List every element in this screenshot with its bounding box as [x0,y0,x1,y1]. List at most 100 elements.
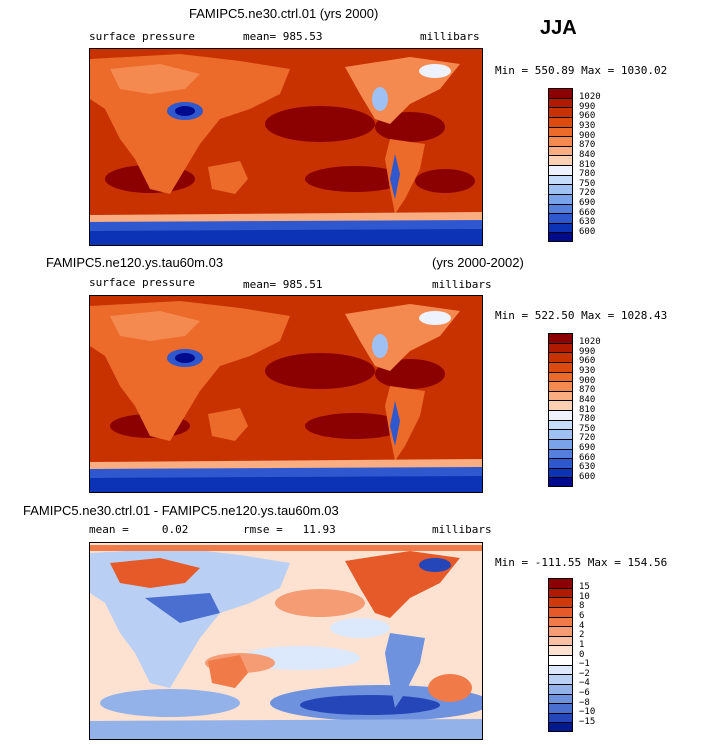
colorbar-swatch [548,333,573,343]
colorbar-tick-label: −4 [579,678,590,689]
panel3-title: FAMIPC5.ne30.ctrl.01 - FAMIPC5.ne120.ys.… [23,503,339,518]
colorbar-swatch [548,213,573,223]
colorbar-swatch [548,184,573,194]
colorbar-swatch [548,400,573,410]
colorbar-tick-label: −10 [579,707,596,718]
season-label: JJA [540,17,577,39]
colorbar-tick-label: 750 [579,423,596,434]
colorbar-tick-label: 990 [579,346,596,357]
colorbar-swatch [548,145,573,156]
colorbar-tick-label: 780 [579,169,596,180]
colorbar-swatch [548,448,573,459]
colorbar-swatch [548,126,573,137]
colorbar-tick-label: 750 [579,178,596,189]
colorbar-tick-label: 6 [579,611,585,621]
panel3-rmse-label: rmse = 11.93 [243,523,336,536]
panel1-mean-label: mean= 985.53 [243,30,323,43]
colorbar-swatch [548,664,573,675]
colorbar-swatch [548,193,573,204]
colorbar-tick-label: −6 [579,688,590,698]
colorbar-swatch [548,419,573,430]
colorbar-swatch [548,116,573,127]
colorbar-swatch [548,635,573,646]
colorbar-swatch [548,626,573,636]
colorbar-tick-label: 1 [579,639,585,650]
panel2-title: FAMIPC5.ne120.ys.tau60m.03 [46,255,224,270]
colorbar-tick-label: 810 [579,159,596,170]
panel1-variable-label: surface pressure [89,30,195,43]
colorbar-tick-label: 15 [579,582,590,593]
colorbar-swatch [548,477,573,487]
colorbar-swatch [548,232,573,242]
panel1-minmax-label: Min = 550.89 Max = 1030.02 [495,64,668,77]
colorbar-tick-label: 870 [579,140,596,151]
colorbar-tick-label: 870 [579,385,596,396]
colorbar-swatch [548,578,573,588]
colorbar-tick-label: 900 [579,375,596,386]
colorbar-tick-label: 990 [579,101,596,112]
colorbar-tick-label: 4 [579,620,585,631]
colorbar-swatch [548,645,573,655]
colorbar-tick-label: 600 [579,471,596,482]
panel2-mean-label: mean= 985.51 [243,278,323,291]
colorbar-tick-label: −8 [579,697,590,708]
colorbar-tick-label: 600 [579,226,596,237]
colorbar-swatch [548,342,573,353]
colorbar-tick-label: 810 [579,404,596,415]
colorbar-swatch [548,616,573,627]
colorbar-swatch [548,693,573,704]
colorbar-tick-label: 930 [579,366,596,376]
colorbar-swatch [548,587,573,598]
colorbar-tick-label: 960 [579,111,596,122]
colorbar-swatch [548,683,573,694]
panel2-map [89,295,483,493]
panel1-title: FAMIPC5.ne30.ctrl.01 (yrs 2000) [189,6,379,21]
colorbar-tick-label: −15 [579,716,596,727]
colorbar-swatch [548,597,573,607]
colorbar-swatch [548,655,573,665]
colorbar-tick-label: 720 [579,188,596,199]
panel2-minmax-label: Min = 522.50 Max = 1028.43 [495,309,668,322]
colorbar-tick-label: 2 [579,630,585,641]
colorbar-swatch [548,390,573,401]
colorbar-swatch [548,361,573,372]
colorbar-swatch [548,703,573,713]
colorbar-tick-label: 630 [579,217,596,228]
colorbar-tick-label: 720 [579,433,596,444]
colorbar-swatch [548,203,573,214]
colorbar-swatch [548,712,573,723]
colorbar-tick-label: 930 [579,121,596,131]
colorbar-swatch [548,97,573,108]
colorbar-tick-label: 900 [579,130,596,141]
panel3-map [89,542,483,740]
colorbar-tick-label: 840 [579,149,596,160]
colorbar-swatch [548,429,573,439]
panel2-units-label: millibars [432,278,492,291]
colorbar-swatch [548,352,573,362]
colorbar-swatch [548,155,573,165]
colorbar-tick-label: −2 [579,668,590,679]
colorbar-tick-label: 1020 [579,92,601,103]
colorbar-swatch [548,371,573,382]
colorbar-swatch [548,222,573,233]
colorbar-swatch [548,458,573,468]
colorbar-tick-label: −1 [579,659,590,670]
colorbar-tick-label: 10 [579,591,590,602]
colorbar-swatch [548,107,573,117]
panel3-minmax-label: Min = -111.55 Max = 154.56 [495,556,668,569]
colorbar-swatch [548,165,573,175]
panel3-units-label: millibars [432,523,492,536]
colorbar-swatch [548,381,573,391]
colorbar-swatch [548,410,573,420]
panel2-variable-label: surface pressure [89,276,195,289]
colorbar-tick-label: 780 [579,414,596,425]
colorbar-swatch [548,438,573,449]
panel1-units-label: millibars [420,30,480,43]
colorbar-swatch [548,722,573,732]
panel3-mean-label: mean = 0.02 [89,523,189,536]
colorbar-tick-label: 840 [579,394,596,405]
colorbar-tick-label: 630 [579,462,596,473]
colorbar-swatch [548,174,573,185]
colorbar-swatch [548,88,573,98]
colorbar-tick-label: 690 [579,443,596,453]
